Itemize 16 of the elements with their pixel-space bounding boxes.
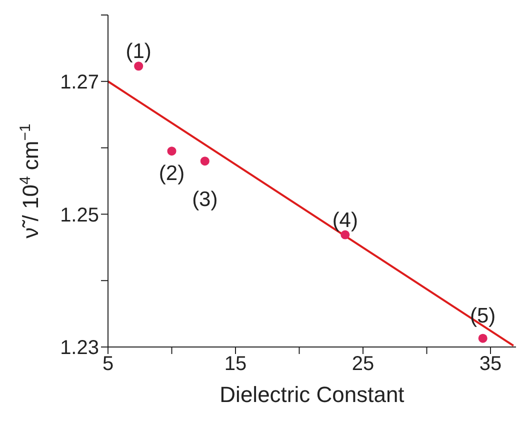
text: 1.23 bbox=[60, 337, 99, 360]
y-tick-label: 1.27 bbox=[60, 72, 99, 94]
annotation: (2) bbox=[158, 162, 185, 186]
x-tick-label: 35 bbox=[479, 353, 502, 376]
y-tick-label: 1.25 bbox=[60, 204, 99, 226]
x-axis-title: Dielectric Constant bbox=[220, 382, 404, 407]
annotation: (4) bbox=[332, 208, 358, 232]
annotation: (1) bbox=[126, 40, 152, 64]
point bbox=[478, 334, 488, 343]
point bbox=[167, 146, 176, 156]
x-tick-label: 25 bbox=[352, 353, 374, 376]
annotation: (3) bbox=[192, 188, 218, 211]
point bbox=[200, 156, 210, 166]
x-tick-label: 15 bbox=[224, 353, 247, 376]
annotation: (5) bbox=[470, 304, 496, 328]
x-tick-label: 5 bbox=[102, 353, 114, 376]
